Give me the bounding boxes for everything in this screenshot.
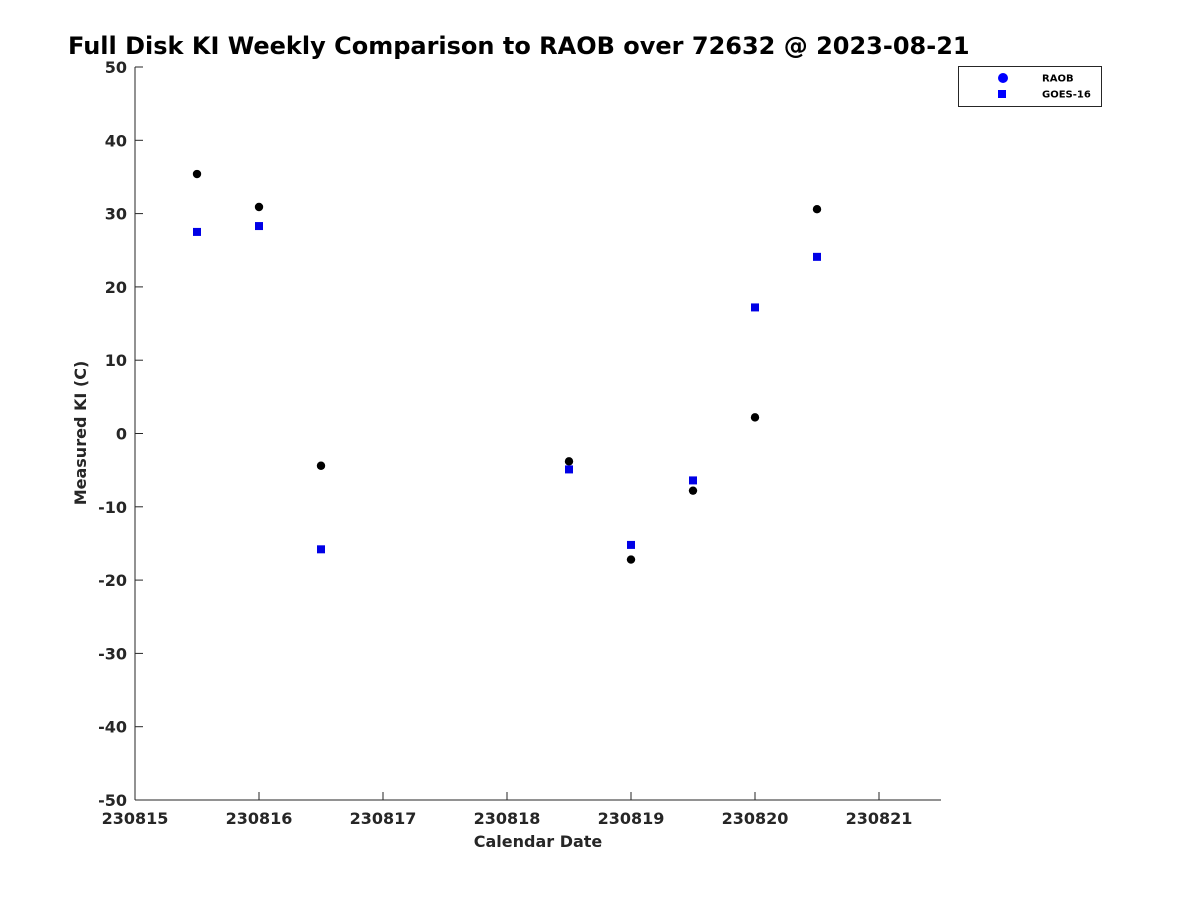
y-tick-label: 0 bbox=[116, 425, 127, 444]
chart-title: Full Disk KI Weekly Comparison to RAOB o… bbox=[68, 32, 970, 60]
x-tick-label: 230819 bbox=[598, 809, 665, 828]
x-axis-label: Calendar Date bbox=[474, 832, 603, 851]
legend-label-raob: RAOB bbox=[1042, 74, 1074, 85]
y-axis-label: Measured KI (C) bbox=[71, 361, 90, 506]
series-goes16 bbox=[193, 222, 821, 554]
point-raob bbox=[750, 413, 760, 422]
point-goes16 bbox=[751, 303, 759, 312]
y-tick-label: -50 bbox=[98, 791, 127, 810]
y-tick-label: 10 bbox=[105, 351, 127, 370]
point-goes16 bbox=[813, 252, 821, 261]
legend-box bbox=[958, 66, 1102, 107]
axes bbox=[134, 67, 941, 801]
point-goes16 bbox=[565, 465, 573, 474]
point-goes16 bbox=[255, 222, 263, 231]
point-goes16 bbox=[317, 545, 325, 554]
legend: RAOB GOES-16 bbox=[958, 66, 1102, 107]
point-raob bbox=[564, 457, 574, 466]
y-tick-label: 30 bbox=[105, 205, 127, 224]
legend-marker-goes16 bbox=[998, 90, 1006, 98]
x-ticks: 230815 230816 230817 230818 230819 230820 2308… bbox=[102, 792, 913, 828]
y-tick-label: 20 bbox=[105, 278, 127, 297]
point-raob bbox=[192, 169, 202, 179]
point-goes16 bbox=[193, 227, 201, 236]
point-goes16 bbox=[627, 540, 635, 549]
x-tick-label: 230820 bbox=[722, 809, 789, 828]
legend-marker-raob bbox=[998, 73, 1008, 83]
y-tick-label: -20 bbox=[98, 571, 127, 590]
y-tick-label: -40 bbox=[98, 718, 127, 737]
point-raob bbox=[254, 202, 264, 212]
x-tick-label: 230818 bbox=[474, 809, 541, 828]
x-tick-label: 230816 bbox=[226, 809, 293, 828]
x-tick-label: 230821 bbox=[846, 809, 913, 828]
y-ticks: -50 -40 -30 -20 -10 0 10 20 30 40 50 bbox=[98, 58, 143, 810]
point-raob bbox=[812, 205, 822, 214]
point-raob bbox=[688, 486, 698, 495]
x-tick-label: 230815 bbox=[102, 809, 169, 828]
y-tick-label: 40 bbox=[105, 131, 127, 150]
series-raob bbox=[192, 169, 822, 564]
y-tick-label: -30 bbox=[98, 644, 127, 663]
point-raob bbox=[626, 555, 636, 564]
point-raob bbox=[316, 461, 326, 470]
y-tick-label: -10 bbox=[98, 498, 127, 517]
legend-label-goes16: GOES-16 bbox=[1042, 90, 1091, 101]
point-goes16 bbox=[689, 476, 697, 485]
y-tick-label: 50 bbox=[105, 58, 127, 77]
x-tick-label: 230817 bbox=[350, 809, 417, 828]
